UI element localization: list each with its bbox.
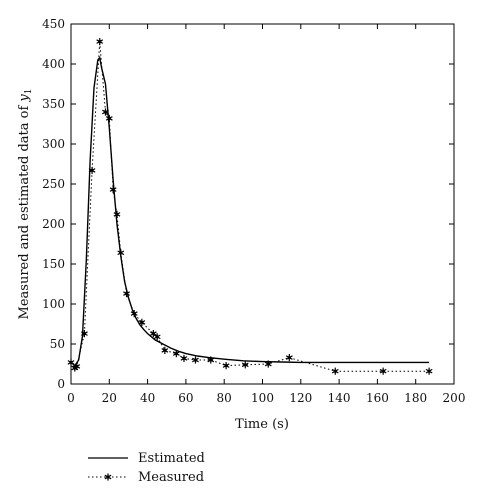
data-point-measured <box>117 249 125 257</box>
y-tick-label: 300 <box>42 137 65 151</box>
data-point-measured <box>130 310 138 318</box>
x-tick-label: 140 <box>328 391 351 405</box>
legend-measured-label: Measured <box>138 470 204 485</box>
legend-asterisk-marker <box>104 473 112 481</box>
data-point-measured <box>138 318 146 326</box>
data-point-measured <box>379 367 387 375</box>
data-point-measured <box>67 358 75 366</box>
series-line-measured <box>70 41 430 372</box>
legend: Estimated Measured <box>88 451 205 485</box>
x-tick-label: 40 <box>140 391 155 405</box>
y-tick-label: 350 <box>42 97 65 111</box>
y-axis-label-variable: y <box>17 94 32 103</box>
y-axis-label-subscript: 1 <box>24 89 34 95</box>
y-tick-label: 200 <box>42 217 65 231</box>
y-tick-label: 100 <box>42 297 65 311</box>
data-point-measured <box>207 356 215 364</box>
data-point-measured <box>153 333 161 341</box>
data-point-measured <box>73 362 81 370</box>
legend-measured-marker <box>104 473 112 481</box>
data-point-measured <box>264 360 272 368</box>
x-tick-label: 80 <box>217 391 232 405</box>
x-tick-label: 20 <box>102 391 117 405</box>
plot-frame <box>70 23 455 385</box>
y-axis-label: Measured and estimated data of y1 <box>17 89 34 320</box>
x-axis-label: Time (s) <box>235 417 289 432</box>
data-point-measured <box>331 367 339 375</box>
axis-ticks: 0 20 40 60 80 100 120 140 160 180 200 0 50 100 150 200 2… <box>42 17 465 405</box>
data-point-measured <box>109 186 117 194</box>
data-point-measured <box>123 290 130 298</box>
data-point-measured <box>222 362 230 370</box>
series-layer <box>67 37 433 375</box>
data-point-measured <box>96 37 104 46</box>
x-tick-label: 100 <box>251 391 274 405</box>
x-tick-label: 180 <box>404 391 427 405</box>
data-point-measured <box>113 210 121 218</box>
y-tick-label: 150 <box>42 257 65 271</box>
x-tick-label: 120 <box>289 391 312 405</box>
y-tick-label: 400 <box>42 57 65 71</box>
y-axis-label-text: Measured and estimated data of <box>17 102 32 320</box>
y-tick-label: 50 <box>50 337 65 351</box>
data-point-measured <box>241 361 249 369</box>
data-point-measured <box>180 354 188 362</box>
data-point-measured <box>88 166 96 174</box>
data-point-measured <box>425 367 433 375</box>
data-point-measured <box>172 350 180 358</box>
data-point-measured <box>105 114 113 123</box>
x-tick-label: 60 <box>178 391 193 405</box>
x-tick-label: 200 <box>443 391 466 405</box>
y-tick-label: 0 <box>57 377 65 391</box>
data-point-measured <box>102 108 109 116</box>
data-point-measured <box>285 354 293 362</box>
y-tick-label: 250 <box>42 177 65 191</box>
y-tick-label: 450 <box>42 17 65 31</box>
data-point-measured <box>192 356 199 364</box>
x-tick-label: 0 <box>67 391 75 405</box>
series-line-estimated <box>70 55 430 367</box>
data-point-measured <box>161 346 169 354</box>
data-point-measured <box>80 330 88 338</box>
legend-estimated-label: Estimated <box>138 451 205 466</box>
x-tick-label: 160 <box>366 391 389 405</box>
data-point-measured <box>149 330 157 338</box>
